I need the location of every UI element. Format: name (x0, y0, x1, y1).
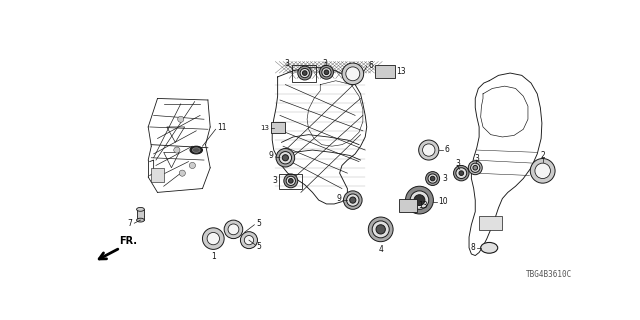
Circle shape (342, 63, 364, 84)
Circle shape (322, 68, 331, 77)
Circle shape (368, 217, 393, 242)
Text: 4: 4 (378, 245, 383, 254)
Circle shape (300, 68, 309, 78)
Text: 3: 3 (443, 174, 447, 183)
Circle shape (456, 168, 467, 179)
Circle shape (535, 163, 550, 179)
FancyBboxPatch shape (271, 122, 285, 133)
Circle shape (286, 176, 296, 186)
FancyBboxPatch shape (399, 199, 417, 212)
Circle shape (282, 155, 289, 161)
Circle shape (207, 232, 220, 245)
Circle shape (531, 158, 555, 183)
Text: 3: 3 (474, 154, 479, 163)
Circle shape (349, 197, 356, 203)
Circle shape (276, 148, 294, 167)
Circle shape (422, 144, 435, 156)
Circle shape (473, 165, 477, 170)
Text: 8: 8 (470, 243, 476, 252)
Circle shape (419, 140, 439, 160)
Circle shape (289, 179, 293, 183)
Circle shape (346, 67, 360, 81)
Ellipse shape (193, 148, 200, 152)
Text: 3: 3 (323, 59, 327, 68)
Circle shape (454, 165, 469, 181)
Ellipse shape (190, 146, 202, 154)
Circle shape (324, 70, 329, 75)
Circle shape (298, 66, 312, 80)
Circle shape (414, 195, 425, 205)
Circle shape (174, 147, 180, 153)
Circle shape (344, 191, 362, 209)
Circle shape (376, 225, 385, 234)
Circle shape (284, 174, 298, 188)
Text: 10: 10 (438, 197, 447, 206)
Bar (151, 168, 164, 182)
Circle shape (179, 170, 186, 176)
Text: 3: 3 (455, 159, 460, 168)
Text: 13: 13 (260, 125, 269, 131)
Circle shape (430, 176, 435, 181)
Text: 13: 13 (418, 201, 428, 210)
Circle shape (303, 71, 307, 75)
Ellipse shape (136, 207, 145, 211)
Text: 13: 13 (396, 67, 406, 76)
Text: 11: 11 (217, 123, 227, 132)
Circle shape (372, 221, 389, 238)
Circle shape (410, 191, 429, 209)
Circle shape (470, 163, 480, 172)
Text: 1: 1 (211, 252, 216, 261)
Circle shape (202, 228, 224, 249)
Text: 5: 5 (257, 219, 262, 228)
Ellipse shape (136, 218, 145, 222)
Circle shape (428, 174, 437, 183)
Circle shape (406, 186, 433, 214)
Text: 9: 9 (269, 151, 274, 160)
Circle shape (347, 194, 359, 206)
Circle shape (319, 65, 333, 79)
Bar (136, 209, 145, 220)
Text: TBG4B3610C: TBG4B3610C (526, 270, 572, 279)
Text: 5: 5 (257, 242, 262, 251)
Text: 3: 3 (273, 176, 278, 185)
Text: 9: 9 (336, 194, 341, 203)
Text: 7: 7 (128, 220, 132, 228)
Text: 6: 6 (368, 61, 373, 70)
Circle shape (189, 162, 195, 169)
FancyBboxPatch shape (479, 216, 502, 230)
Text: 6: 6 (444, 145, 449, 154)
Circle shape (244, 236, 253, 245)
FancyBboxPatch shape (375, 65, 396, 78)
Circle shape (228, 224, 239, 235)
Circle shape (426, 172, 440, 186)
Text: FR.: FR. (119, 236, 137, 246)
Circle shape (241, 232, 257, 249)
Text: 3: 3 (284, 59, 289, 68)
Circle shape (459, 171, 463, 175)
Ellipse shape (481, 243, 498, 253)
Circle shape (224, 220, 243, 239)
Circle shape (178, 116, 184, 122)
Circle shape (279, 152, 292, 164)
Text: 2: 2 (540, 151, 545, 160)
Circle shape (468, 161, 482, 175)
